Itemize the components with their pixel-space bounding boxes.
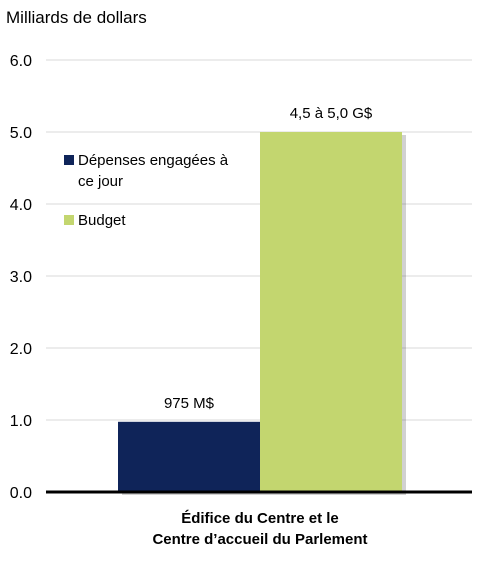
legend-item-budget: Budget	[64, 210, 248, 231]
y-tick-label: 5.0	[10, 125, 32, 142]
bar-0	[118, 421, 260, 492]
y-axis-title: Milliards de dollars	[6, 8, 147, 27]
x-category-label: Édifice du Centre et le Centre d’accueil…	[100, 508, 420, 550]
legend: Dépenses engagées à ce jour Budget	[64, 150, 248, 249]
y-tick-label: 3.0	[10, 269, 32, 286]
y-tick-label: 4.0	[10, 197, 32, 214]
data-label: 975 M$	[164, 395, 215, 412]
bar-1	[260, 132, 402, 492]
x-category-line-1: Édifice du Centre et le	[181, 510, 339, 527]
x-category-line-2: Centre d’accueil du Parlement	[152, 531, 368, 548]
legend-label-budget: Budget	[78, 212, 126, 229]
y-tick-label: 1.0	[10, 413, 32, 430]
y-tick-label: 0.0	[10, 485, 32, 502]
legend-item-spent: Dépenses engagées à ce jour	[64, 150, 248, 192]
legend-label-spent: Dépenses engagées à ce jour	[78, 152, 229, 190]
y-tick-label: 6.0	[10, 53, 32, 70]
y-tick-label: 2.0	[10, 341, 32, 358]
legend-swatch-budget	[64, 215, 74, 225]
legend-swatch-spent	[64, 155, 74, 165]
data-label: 4,5 à 5,0 G$	[290, 105, 373, 122]
